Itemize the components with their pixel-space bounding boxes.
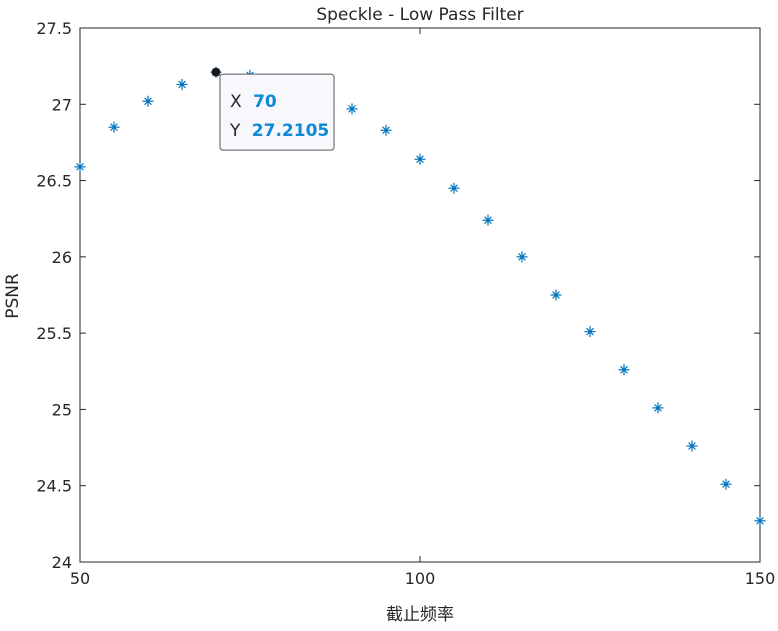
y-tick-label: 24.5 [36,477,72,496]
data-tip-x-value: 70 [253,92,277,112]
axis-ticks: 50 100 150 24 24.5 25 25.5 26 26.5 27 27.5 [36,19,775,588]
data-point[interactable] [720,478,732,490]
data-point[interactable] [176,78,188,90]
y-tick-label: 27.5 [36,19,72,38]
data-point[interactable] [346,103,358,115]
data-tip-y-label: Y [229,121,241,141]
data-point[interactable] [108,121,120,133]
chart-title: Speckle - Low Pass Filter [316,5,523,25]
y-tick-label: 24 [52,553,72,572]
data-point[interactable] [482,214,494,226]
data-point[interactable] [380,124,392,136]
y-tick-label: 26.5 [36,172,72,191]
y-axis-label: PSNR [3,273,23,319]
data-point[interactable] [686,440,698,452]
data-point[interactable] [584,326,596,338]
x-axis-label: 截止频率 [386,605,454,625]
data-point[interactable] [754,515,766,527]
data-tip[interactable]: X 70 Y 27.2105 [211,67,335,151]
data-point[interactable] [550,289,562,301]
data-tip-box [219,73,335,151]
data-point[interactable] [142,95,154,107]
data-tip-y-value: 27.2105 [252,121,329,141]
data-point[interactable] [74,161,86,173]
x-tick-label: 100 [405,569,436,588]
y-tick-label: 26 [52,248,72,267]
data-point[interactable] [516,251,528,263]
y-tick-label: 25 [52,400,72,419]
data-point[interactable] [414,153,426,165]
data-point[interactable] [652,402,664,414]
x-tick-label: 150 [745,569,776,588]
data-tip-y-row: Y 27.2105 [229,121,329,141]
data-tip-x-label: X [230,92,242,112]
axes [79,27,761,563]
x-tick-label: 50 [70,569,90,588]
data-point[interactable] [448,182,460,194]
data-tip-marker[interactable] [211,67,221,77]
data-tip-x-row: X 70 [230,92,277,112]
y-tick-label: 27 [52,95,72,114]
plot-area-box [79,27,761,563]
data-point[interactable] [618,364,630,376]
y-tick-label: 25.5 [36,324,72,343]
